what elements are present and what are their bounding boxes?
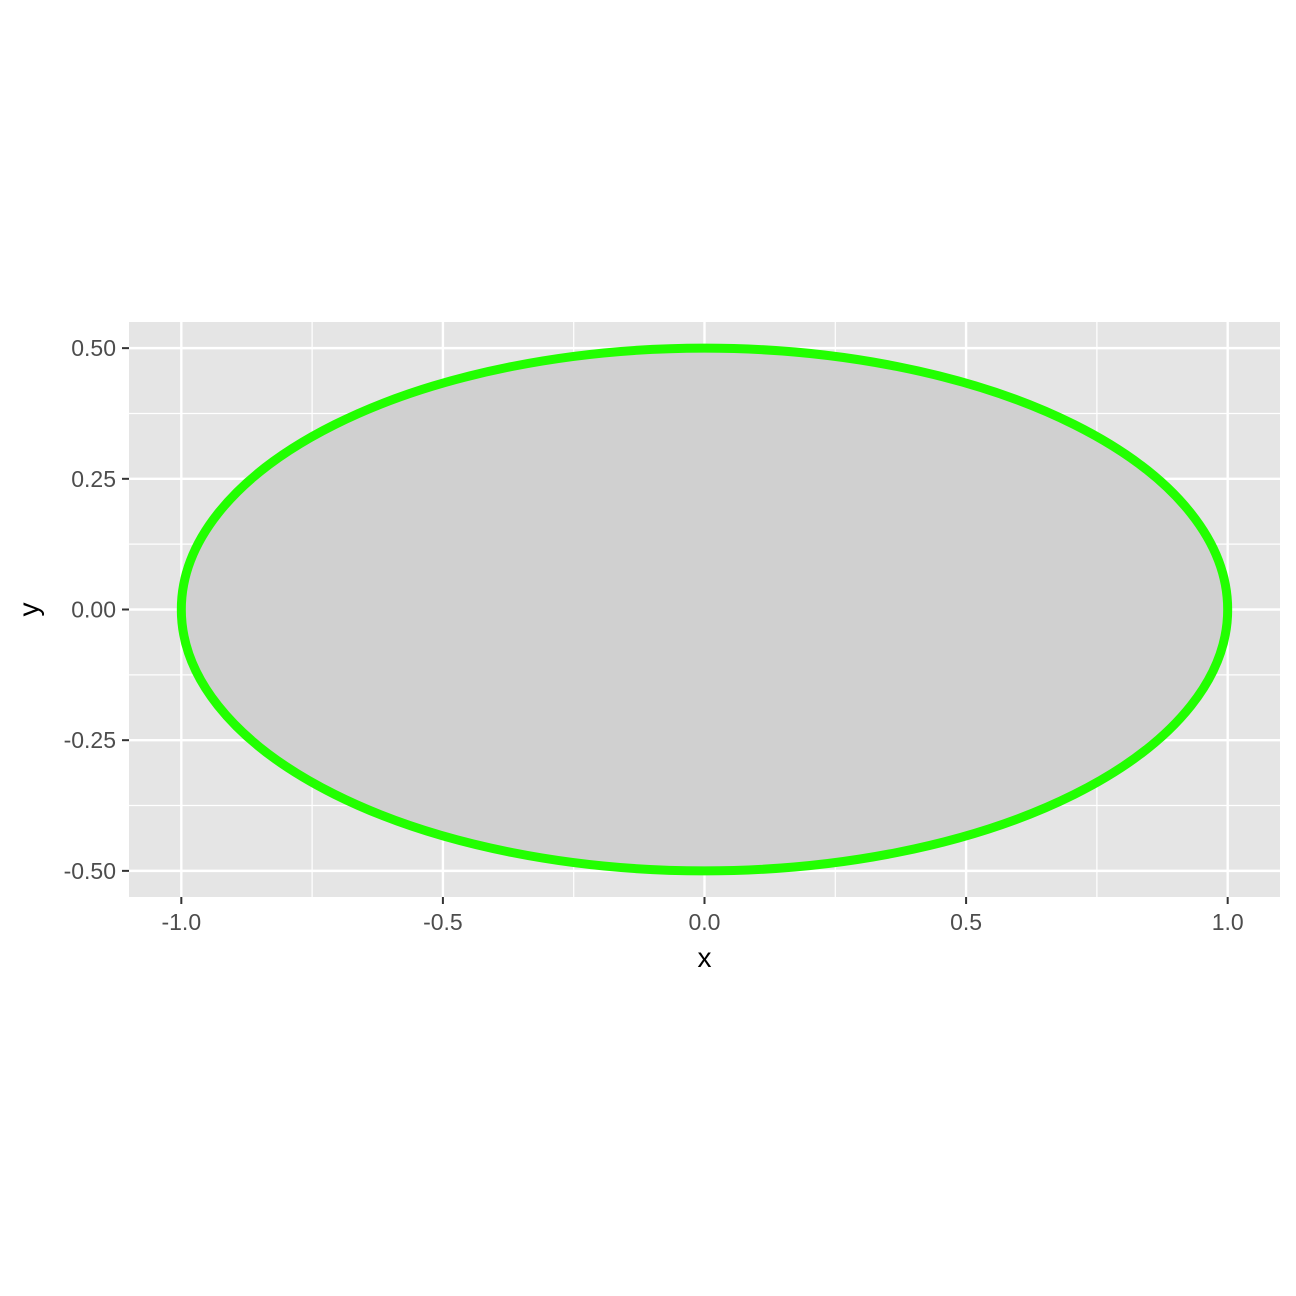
y-tick-label: 0.50 bbox=[71, 335, 116, 361]
series-layer bbox=[176, 343, 1233, 876]
y-tick-label: -0.25 bbox=[64, 727, 116, 753]
x-axis-title: x bbox=[698, 942, 712, 973]
x-tick-label: -1.0 bbox=[161, 909, 201, 935]
y-axis: 0.50 0.25 0.00 -0.25 -0.50 bbox=[64, 335, 129, 884]
ellipse-path bbox=[176, 343, 1233, 876]
x-axis: -1.0 -0.5 0.0 0.5 1.0 bbox=[161, 897, 1244, 935]
x-tick-label: 0.5 bbox=[950, 909, 982, 935]
y-axis-title: y bbox=[13, 603, 44, 617]
y-tick-label: -0.50 bbox=[64, 858, 116, 884]
x-tick-label: -0.5 bbox=[423, 909, 463, 935]
x-tick-label: 1.0 bbox=[1212, 909, 1244, 935]
y-tick-label: 0.00 bbox=[71, 597, 116, 623]
x-tick-label: 0.0 bbox=[689, 909, 721, 935]
y-tick-label: 0.25 bbox=[71, 466, 116, 492]
